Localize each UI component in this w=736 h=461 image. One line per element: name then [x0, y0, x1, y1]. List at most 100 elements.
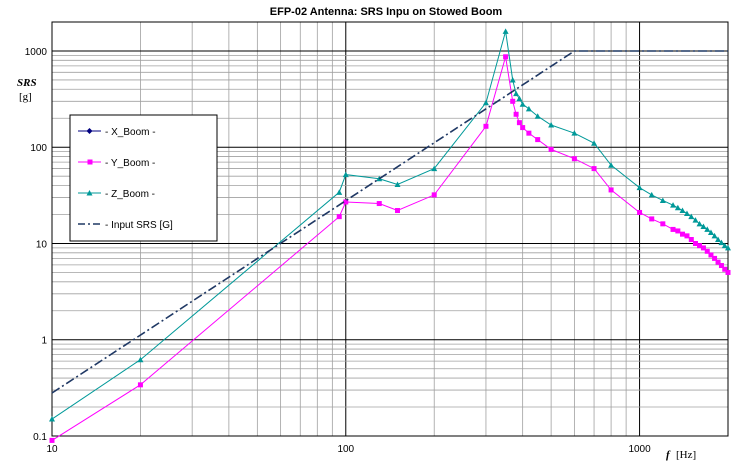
- tick-labels: 10 100 1000 0.1 1 10 100 1000: [25, 47, 651, 455]
- data-point: [704, 226, 711, 232]
- data-point: [684, 233, 690, 239]
- series-2: [49, 54, 731, 443]
- data-point: [526, 130, 532, 136]
- data-point: [700, 223, 707, 230]
- data-point: [336, 189, 343, 195]
- data-point: [688, 237, 694, 243]
- x-tick-label: 100: [337, 444, 354, 455]
- data-point: [679, 231, 685, 237]
- legend-label-y: - Y_Boom -: [105, 158, 155, 169]
- data-point: [483, 123, 489, 129]
- data-point: [571, 156, 577, 162]
- data-point: [721, 242, 728, 249]
- data-point: [49, 437, 55, 443]
- y-axis-unit: [g]: [19, 91, 32, 103]
- legend: - X_Boom - - Y_Boom - - Z_Boom - - Input…: [69, 114, 218, 242]
- data-point: [688, 213, 695, 220]
- data-point: [395, 208, 401, 214]
- data-point: [697, 243, 703, 249]
- data-point: [336, 214, 342, 220]
- data-point: [707, 229, 714, 236]
- data-point: [343, 199, 349, 205]
- data-point: [659, 197, 666, 203]
- data-point: [571, 130, 578, 136]
- data-point: [660, 221, 666, 227]
- data-point: [591, 166, 597, 172]
- data-point: [722, 266, 728, 272]
- data-point: [700, 245, 706, 251]
- legend-label-x: - X_Boom -: [105, 127, 156, 138]
- data-point: [431, 165, 438, 172]
- data-point: [708, 252, 714, 258]
- y-tick-label: 10: [36, 239, 48, 250]
- plot-grid: [51, 21, 729, 437]
- data-point: [718, 263, 724, 269]
- y-axis-label: SRS: [17, 77, 37, 89]
- data-point: [516, 120, 522, 126]
- series-line: [51, 50, 728, 394]
- legend-item-input: - Input SRS [G]: [78, 220, 173, 231]
- data-point: [431, 192, 437, 198]
- data-point: [679, 207, 686, 214]
- data-point: [525, 105, 532, 112]
- data-point: [715, 259, 721, 265]
- data-point: [49, 416, 55, 422]
- data-point: [482, 99, 489, 106]
- data-point: [510, 98, 516, 104]
- data-point: [712, 255, 718, 261]
- data-point: [725, 244, 731, 251]
- data-point: [649, 216, 655, 222]
- data-point: [534, 113, 541, 119]
- data-point: [711, 232, 718, 239]
- data-point: [591, 140, 598, 146]
- data-point: [670, 226, 676, 232]
- y-tick-label: 1000: [25, 47, 48, 58]
- data-point: [519, 101, 526, 107]
- diamond-marker-icon: [86, 128, 93, 134]
- data-point: [637, 209, 643, 215]
- data-point: [696, 220, 703, 227]
- x-tick-label: 1000: [628, 444, 651, 455]
- data-point: [342, 171, 349, 178]
- legend-item-x: - X_Boom -: [78, 127, 156, 138]
- data-point: [502, 28, 509, 34]
- legend-item-z: - Z_Boom -: [78, 189, 155, 200]
- data-point: [548, 122, 555, 128]
- data-point: [503, 54, 509, 60]
- series-layer: [49, 28, 731, 443]
- x-tick-label: 10: [46, 444, 58, 455]
- chart-title: EFP-02 Antenna: SRS Inpu on Stowed Boom: [270, 6, 503, 18]
- data-point: [683, 210, 690, 216]
- y-tick-label: 1: [41, 336, 47, 347]
- series-4: [51, 50, 728, 394]
- data-point: [692, 217, 699, 223]
- data-point: [548, 146, 554, 152]
- legend-box: [69, 114, 218, 242]
- data-point: [137, 356, 144, 363]
- data-point: [513, 90, 520, 97]
- data-point: [608, 162, 615, 168]
- data-point: [394, 181, 401, 188]
- series-3: [49, 28, 731, 422]
- data-point: [636, 184, 643, 191]
- plot-area-border: [51, 21, 729, 437]
- legend-label-input: - Input SRS [G]: [105, 220, 173, 231]
- y-tick-label: 0.1: [33, 432, 47, 443]
- x-axis-unit: [Hz]: [676, 449, 696, 461]
- data-point: [670, 202, 677, 208]
- square-marker-icon: [87, 159, 93, 165]
- legend-label-z: - Z_Boom -: [105, 189, 155, 200]
- data-point: [509, 76, 516, 83]
- data-point: [608, 187, 614, 193]
- data-point: [704, 248, 710, 254]
- data-point: [520, 125, 526, 131]
- data-point: [674, 204, 681, 211]
- data-point: [535, 137, 541, 143]
- data-point: [513, 111, 519, 117]
- data-point: [718, 239, 725, 246]
- data-point: [715, 236, 722, 243]
- y-tick-label: 100: [30, 143, 47, 154]
- triangle-marker-icon: [86, 190, 93, 196]
- series-line: [51, 56, 729, 441]
